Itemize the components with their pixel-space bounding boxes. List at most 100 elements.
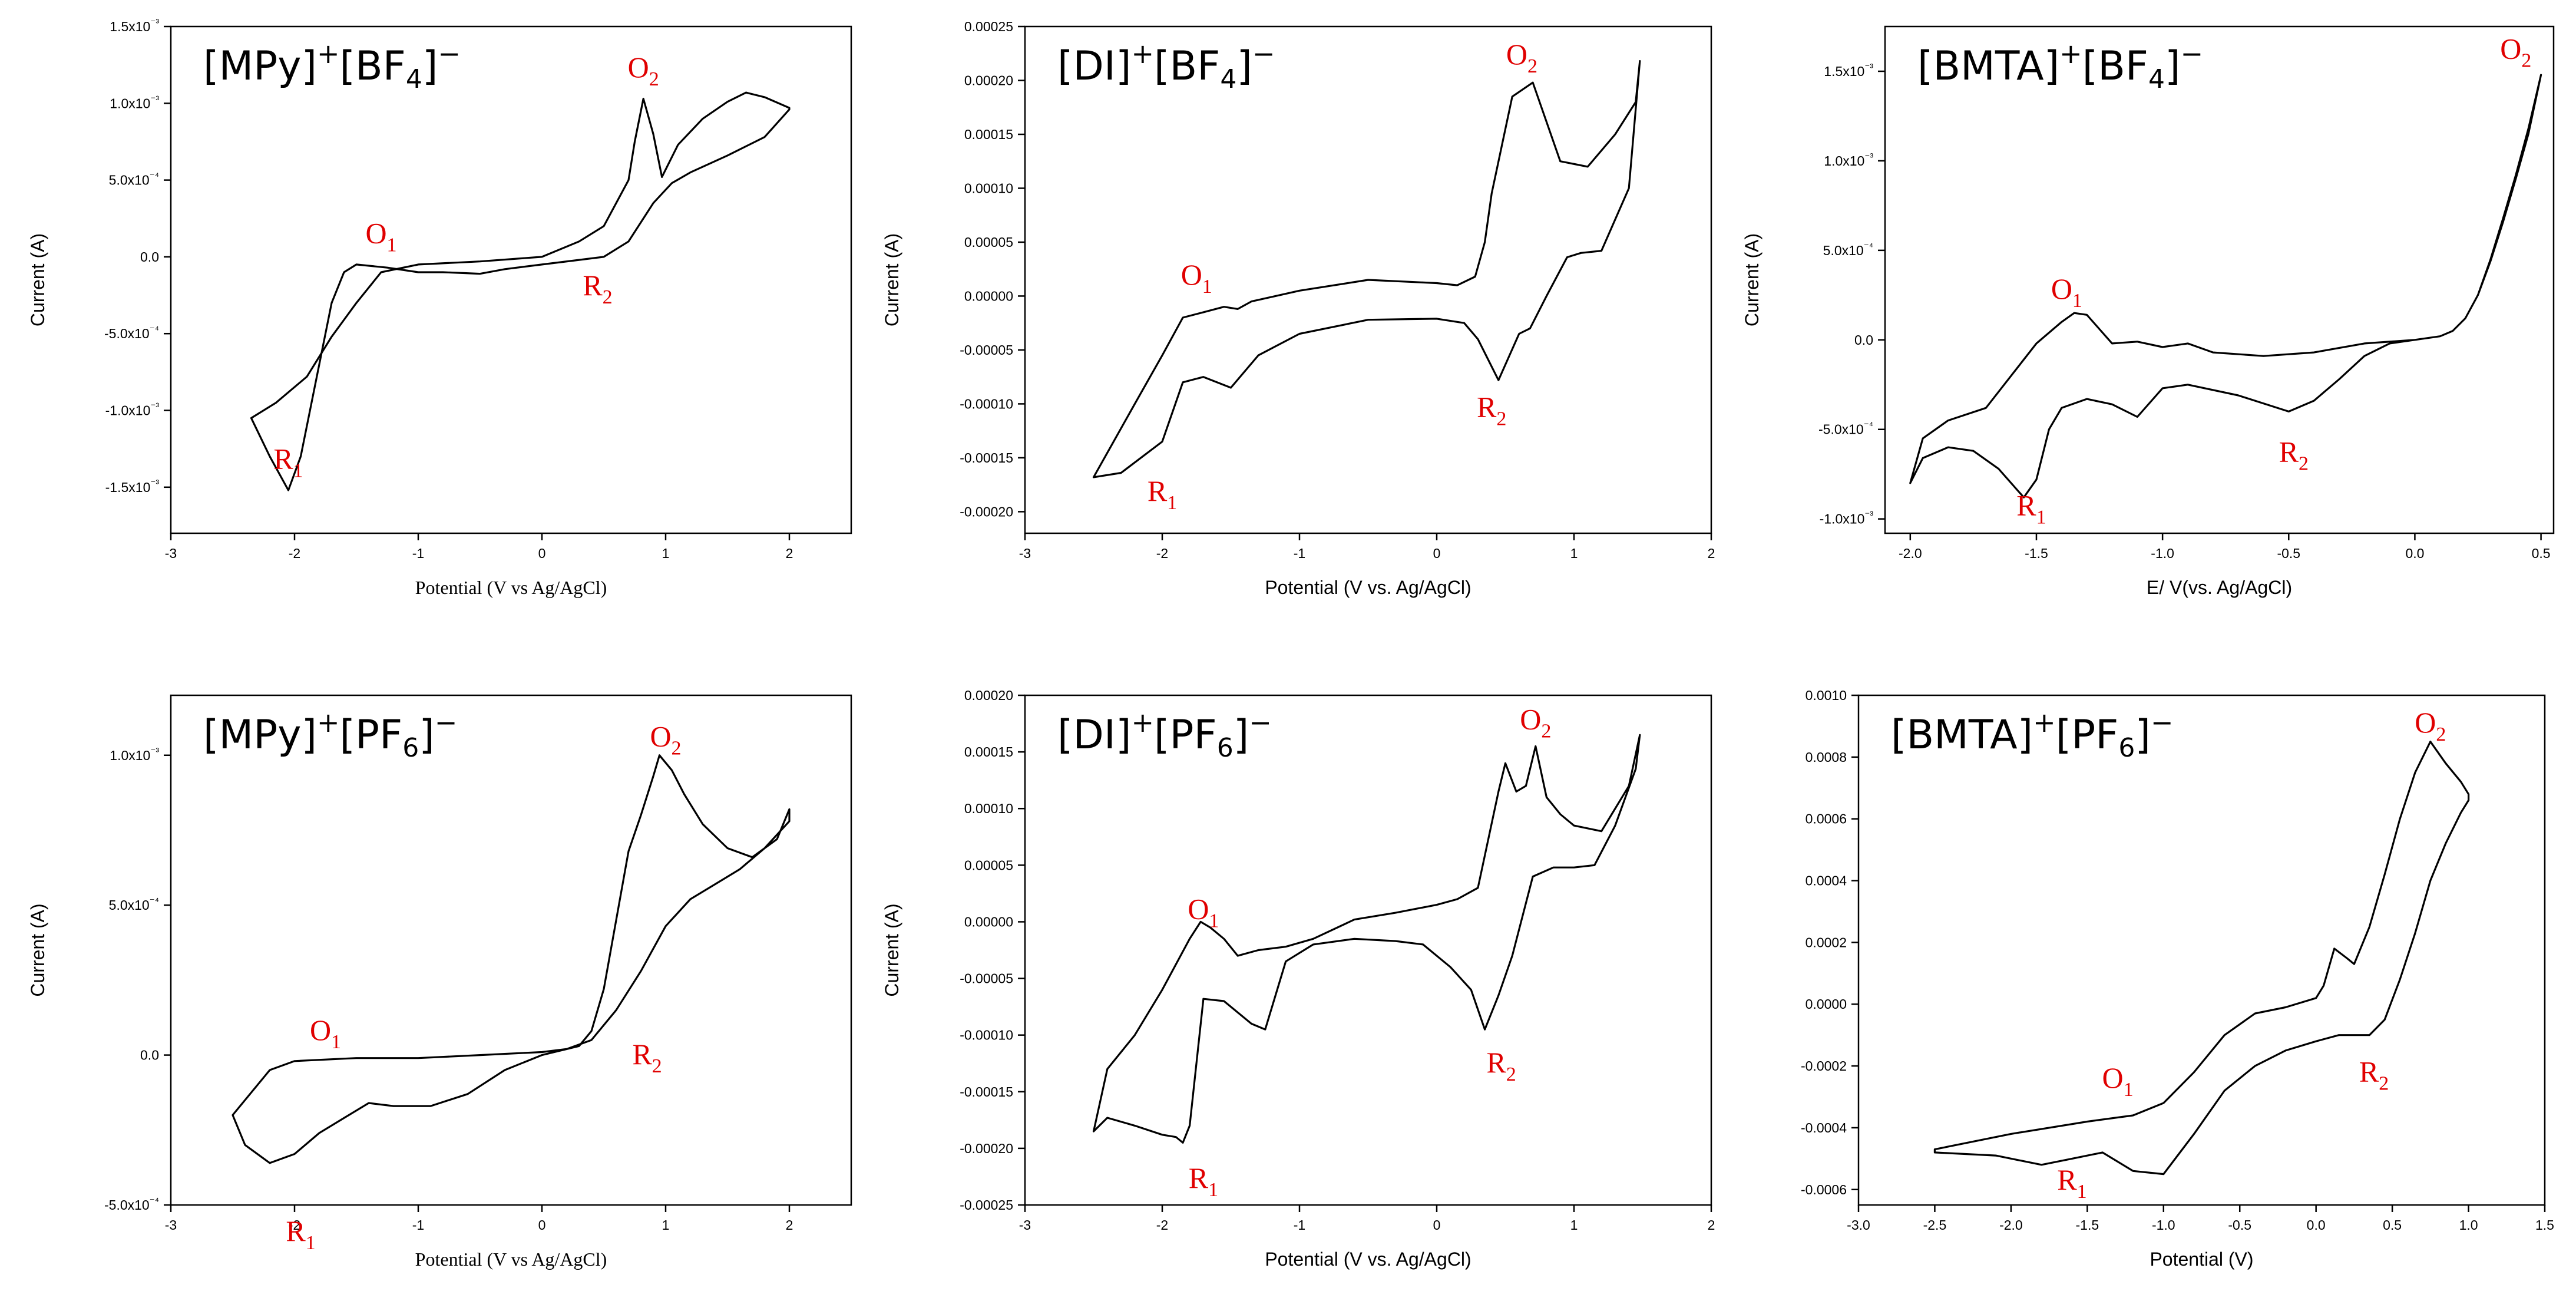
peak-label: O2 — [650, 720, 681, 760]
x-tick-label: -2 — [289, 1217, 300, 1233]
x-tick-label: -1 — [412, 546, 424, 561]
x-tick-label: 0 — [1433, 546, 1441, 561]
peak-label: R1 — [2057, 1163, 2086, 1203]
cv-curve — [232, 754, 791, 1164]
x-axis-label: Potential (V vs. Ag/AgCl) — [1265, 1249, 1471, 1270]
panel-title: [MPy]+[BF4]− — [203, 38, 461, 94]
x-tick-label: 0 — [538, 546, 546, 561]
y-tick-label: 0.0 — [1854, 332, 1873, 348]
x-tick-label: -2.0 — [1999, 1217, 2023, 1233]
y-tick-label: -0.00010 — [960, 1028, 1013, 1043]
y-tick-label: -0.00020 — [960, 1141, 1013, 1156]
x-tick-label: 1 — [1570, 1217, 1578, 1233]
y-tick-label: 1.5x10⁻³ — [110, 17, 159, 34]
x-tick-label: -1.5 — [2076, 1217, 2099, 1233]
y-tick-label: 1.0x10⁻³ — [110, 94, 159, 111]
x-tick-label: -0.5 — [2228, 1217, 2251, 1233]
y-tick-label: -0.0004 — [1801, 1120, 1847, 1135]
x-tick-label: -2.5 — [1923, 1217, 1947, 1233]
peak-label: R2 — [1477, 390, 1506, 430]
y-tick-label: -0.00010 — [960, 396, 1013, 411]
x-tick-label: 2 — [1708, 546, 1715, 561]
panel-4: -3 -2 -1 0 1 2 -5.0x10⁻⁴ 0.0 5.0x10⁻⁴ 1.0x10⁻³ Pot… — [27, 694, 852, 1270]
panel-2: -3 -2 -1 0 1 2 -0.00020 -0.00015 -0.00010 -0.0000… — [881, 19, 1715, 598]
x-tick-label: -3 — [165, 1217, 177, 1233]
y-tick-label: 1.0x10⁻³ — [1824, 151, 1873, 169]
panel-title: [BMTA]+[BF4]− — [1917, 38, 2203, 94]
y-tick-label: -1.0x10⁻³ — [105, 401, 160, 418]
plot-frame — [170, 694, 852, 1206]
y-axis-label: Current (A) — [27, 903, 48, 996]
peak-label: O1 — [2102, 1061, 2134, 1101]
y-tick-label: -0.00015 — [960, 1084, 1013, 1100]
x-tick-label: -3.0 — [1847, 1217, 1870, 1233]
peak-label: R1 — [1189, 1161, 1218, 1201]
peak-label: R2 — [2279, 435, 2309, 474]
y-tick-label: 5.0x10⁻⁴ — [1823, 241, 1873, 258]
x-tick-label: 1.5 — [2535, 1217, 2554, 1233]
peak-label: R2 — [2359, 1055, 2389, 1094]
panel-title: [DI]+[BF4]− — [1057, 38, 1275, 94]
peak-label: O1 — [1188, 893, 1219, 932]
y-tick-label: -0.0006 — [1801, 1182, 1847, 1197]
x-tick-label: -1 — [1294, 1217, 1305, 1233]
peak-label: R1 — [273, 443, 303, 482]
panel-6: -3.0 -2.5 -2.0 -1.5 -1.0 -0.5 0.0 0.5 1.0 1.5 -0.0… — [1801, 688, 2554, 1270]
cv-curve — [1092, 60, 1641, 478]
cv-curve — [1909, 74, 2542, 498]
x-axis-label: E/ V(vs. Ag/AgCl) — [2147, 577, 2292, 598]
plot-frame — [1024, 694, 1712, 1206]
x-tick-label: -1 — [412, 1217, 424, 1233]
peak-label: O1 — [365, 216, 396, 256]
y-tick-label: -0.00015 — [960, 450, 1013, 465]
y-tick-label: -1.0x10⁻³ — [1820, 510, 1874, 527]
x-tick-label: -1.0 — [2152, 1217, 2175, 1233]
y-tick-label: 0.0004 — [1805, 873, 1847, 889]
x-tick-label: -0.5 — [2277, 546, 2300, 561]
peak-label: R1 — [1148, 474, 1177, 514]
y-tick-label: -0.00005 — [960, 342, 1013, 358]
peak-label: O2 — [628, 51, 659, 90]
peak-label: O1 — [1181, 258, 1212, 298]
y-tick-label: 0.00010 — [964, 801, 1013, 816]
y-tick-label: 0.00010 — [964, 180, 1013, 196]
plot-frame — [1884, 25, 2555, 534]
y-axis-label: Current (A) — [881, 233, 902, 326]
peak-label: O2 — [2415, 706, 2446, 745]
x-tick-label: 0.0 — [2307, 1217, 2326, 1233]
x-tick-label: -2.0 — [1899, 546, 1922, 561]
y-tick-label: 0.00015 — [964, 744, 1013, 760]
x-tick-label: 2 — [786, 1217, 793, 1233]
x-tick-label: 0 — [538, 1217, 546, 1233]
y-tick-label: 0.0 — [140, 249, 159, 265]
panel-title: [BMTA]+[PF6]− — [1891, 706, 2173, 763]
x-axis-label: Potential (V vs Ag/AgCl) — [415, 1249, 607, 1270]
peak-label: R2 — [583, 269, 612, 308]
peak-label: R2 — [632, 1038, 662, 1077]
x-tick-label: -3 — [1019, 1217, 1031, 1233]
y-tick-label: 0.0 — [140, 1048, 159, 1063]
peak-label: O2 — [1506, 38, 1537, 77]
y-tick-label: -0.00005 — [960, 971, 1013, 986]
peak-label: R1 — [286, 1214, 315, 1254]
y-tick-label: 1.0x10⁻³ — [110, 746, 159, 763]
x-tick-label: 0 — [1433, 1217, 1441, 1233]
peak-label: O1 — [310, 1013, 341, 1053]
y-tick-label: -5.0x10⁻⁴ — [1818, 420, 1873, 437]
x-tick-label: 1 — [662, 1217, 670, 1233]
x-tick-label: 1.0 — [2459, 1217, 2478, 1233]
x-tick-label: -2 — [289, 546, 300, 561]
y-tick-label: 0.0006 — [1805, 811, 1847, 827]
x-axis-label: Potential (V vs. Ag/AgCl) — [1265, 577, 1471, 598]
x-tick-label: 2 — [1708, 1217, 1715, 1233]
x-tick-label: 0.0 — [2405, 546, 2424, 561]
y-tick-label: 0.0008 — [1805, 749, 1847, 765]
peak-label: O2 — [2500, 32, 2531, 72]
y-axis-label: Current (A) — [27, 233, 48, 326]
y-tick-label: 5.0x10⁻⁴ — [109, 171, 159, 188]
cv-curve — [250, 91, 791, 491]
x-tick-label: -2 — [1156, 1217, 1168, 1233]
y-tick-label: 0.0010 — [1805, 688, 1847, 703]
panel-5: -3 -2 -1 0 1 2 -0.00025 -0.00020 -0.00015 -0.0001… — [881, 688, 1715, 1270]
